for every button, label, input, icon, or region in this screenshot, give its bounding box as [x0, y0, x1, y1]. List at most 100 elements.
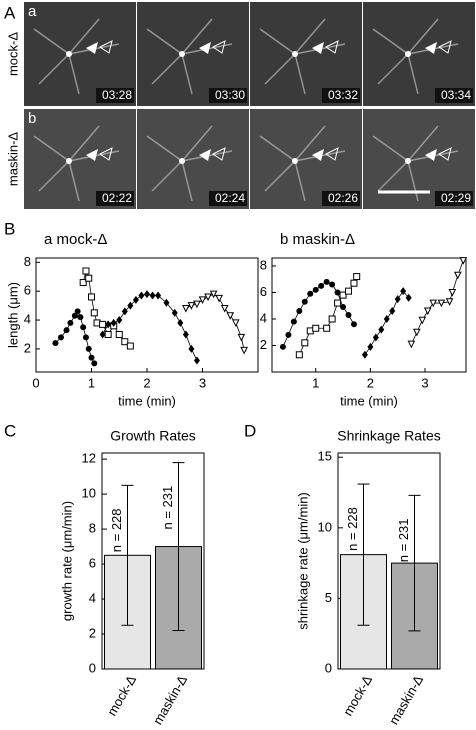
point [110, 318, 117, 327]
microtubule [38, 160, 70, 192]
point [453, 271, 462, 280]
point [295, 351, 303, 359]
point [80, 324, 87, 331]
aster [66, 158, 72, 164]
y-tick-label: 15 [318, 449, 332, 464]
point [177, 318, 184, 327]
point [448, 288, 457, 297]
point [394, 295, 401, 304]
point [57, 334, 64, 341]
chart-title: Shrinkage Rates [337, 428, 441, 444]
point [437, 299, 446, 308]
y-tick-label: 10 [82, 486, 96, 501]
timestamp: 03:30 [215, 88, 245, 102]
x-tick-label: maskin-Δ [386, 672, 426, 727]
microtubule [68, 160, 80, 202]
x-tick-label: 1 [88, 375, 95, 390]
row-letter: b [28, 110, 36, 127]
y-tick-label: 8 [24, 254, 31, 269]
point [361, 350, 368, 359]
point [339, 291, 347, 299]
point [345, 287, 353, 295]
point [240, 346, 248, 355]
microtubule [294, 53, 306, 95]
chart-title: b maskin-Δ [280, 231, 355, 248]
point [350, 279, 358, 287]
point [231, 319, 240, 328]
point [85, 274, 93, 282]
arrowhead [425, 42, 437, 54]
microtubule [407, 18, 439, 55]
point [400, 287, 407, 296]
microtubule [377, 160, 409, 192]
plot-frame [101, 452, 205, 670]
y-tick-label: 8 [89, 521, 96, 536]
point [67, 319, 74, 326]
point [237, 333, 246, 342]
time-box [96, 88, 134, 103]
microtubule [181, 125, 213, 162]
arrowhead [99, 40, 113, 54]
chart-title: a mock-Δ [44, 231, 107, 248]
point [323, 278, 330, 285]
microtubule [181, 53, 193, 95]
y-tick-label: 6 [89, 555, 96, 570]
time-box [322, 191, 360, 206]
point [418, 316, 427, 325]
time-box [96, 191, 134, 206]
arrowhead [325, 40, 339, 54]
point [74, 308, 81, 315]
point [188, 344, 195, 353]
point [328, 315, 336, 323]
x-tick-label: 2 [143, 375, 150, 390]
timestamp: 03:32 [328, 88, 358, 102]
microtubule [259, 28, 296, 55]
point [116, 316, 123, 325]
y-axis-label: length (μm) [5, 282, 20, 348]
panel-label: C [4, 421, 16, 440]
aster [292, 51, 298, 57]
point [204, 293, 212, 302]
microtubule [407, 53, 419, 95]
panel-label: B [4, 219, 15, 238]
arrowhead [212, 147, 226, 161]
microtubule [151, 160, 183, 192]
point [423, 307, 432, 316]
point [127, 301, 134, 310]
microtubule [407, 125, 439, 162]
point [215, 294, 223, 303]
point [90, 309, 98, 317]
point [345, 312, 352, 318]
time-box [435, 88, 473, 103]
microtubule [259, 135, 296, 162]
y-tick-label: 2 [24, 340, 31, 355]
arrowhead [86, 149, 98, 161]
arrowhead [425, 149, 437, 161]
y-tick-label: 0 [325, 660, 332, 675]
point [85, 345, 92, 352]
point [318, 282, 325, 289]
series-line [282, 281, 355, 347]
plot-frame [271, 257, 467, 373]
x-tick-label: maskin-Δ [150, 672, 190, 727]
y-tick-label: 2 [260, 337, 267, 352]
point [182, 330, 189, 339]
timestamp: 02:29 [441, 191, 471, 205]
point [220, 305, 229, 313]
arrowhead [312, 42, 324, 54]
arrowhead [199, 149, 211, 161]
point [329, 281, 336, 288]
microtubule [407, 160, 419, 202]
point [187, 302, 196, 310]
point [171, 308, 178, 317]
point [312, 286, 319, 293]
point [138, 291, 145, 300]
microtubule [33, 135, 70, 162]
point [193, 356, 200, 365]
x-tick-label: 0 [32, 375, 39, 390]
point [445, 298, 454, 306]
y-tick-label: 2 [89, 625, 96, 640]
point [82, 267, 90, 275]
aster [66, 51, 72, 57]
point [340, 304, 347, 311]
